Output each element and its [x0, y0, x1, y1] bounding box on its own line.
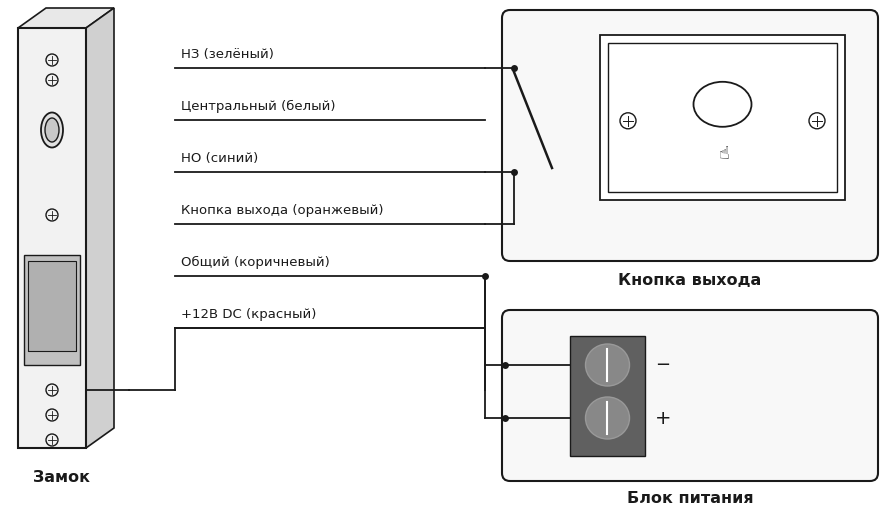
- Bar: [607, 43, 836, 192]
- Bar: [24, 255, 80, 365]
- FancyBboxPatch shape: [501, 10, 877, 261]
- Text: +12В DC (красный): +12В DC (красный): [181, 308, 316, 321]
- Bar: [18, 28, 86, 448]
- Bar: [570, 336, 644, 456]
- Polygon shape: [86, 8, 114, 448]
- Text: −: −: [654, 356, 669, 374]
- Bar: [28, 261, 76, 351]
- Text: Блок питания: Блок питания: [626, 491, 752, 506]
- Ellipse shape: [41, 112, 63, 147]
- Text: НО (синий): НО (синий): [181, 152, 258, 165]
- Ellipse shape: [693, 82, 750, 127]
- FancyBboxPatch shape: [501, 310, 877, 481]
- Ellipse shape: [45, 118, 59, 142]
- Text: ☝: ☝: [719, 145, 729, 163]
- Text: Общий (коричневый): Общий (коричневый): [181, 256, 330, 269]
- Text: Кнопка выхода (оранжевый): Кнопка выхода (оранжевый): [181, 204, 383, 217]
- Bar: [599, 35, 844, 200]
- Ellipse shape: [585, 344, 629, 386]
- Text: Кнопка выхода: Кнопка выхода: [618, 273, 761, 288]
- Text: Замок: Замок: [34, 470, 90, 485]
- Text: +: +: [654, 408, 671, 427]
- Text: НЗ (зелёный): НЗ (зелёный): [181, 48, 274, 61]
- Text: Центральный (белый): Центральный (белый): [181, 100, 335, 113]
- Polygon shape: [18, 8, 114, 28]
- Ellipse shape: [585, 397, 629, 439]
